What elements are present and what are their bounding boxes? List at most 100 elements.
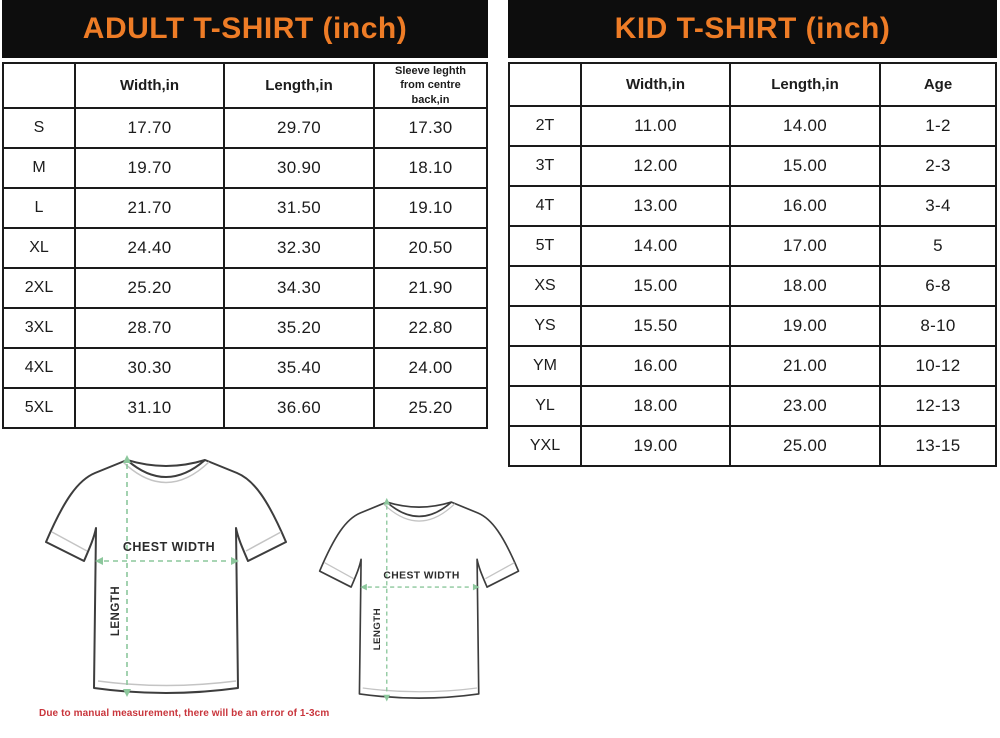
table-row: 3XL 28.70 35.20 22.80 — [2, 306, 488, 349]
left-cuff-seam — [324, 562, 354, 580]
value-cell: 35.40 — [223, 346, 375, 389]
measurement-note: Due to manual measurement, there will be… — [39, 708, 330, 719]
value-cell: 17.00 — [729, 225, 881, 267]
value-cell: 21.00 — [729, 345, 881, 387]
size-cell: YS — [508, 305, 582, 347]
value-cell: 21.70 — [74, 186, 225, 229]
adult-title-bar: ADULT T-SHIRT (inch) — [2, 0, 488, 58]
value-cell: 17.30 — [373, 106, 488, 149]
table-row: XL 24.40 32.30 20.50 — [2, 226, 488, 269]
value-cell: 21.90 — [373, 266, 488, 309]
table-row: 4T 13.00 16.00 3-4 — [508, 185, 997, 227]
value-cell: 5 — [879, 225, 997, 267]
column-header: Sleeve leghth from centre back,in — [373, 62, 488, 109]
value-cell: 15.50 — [580, 305, 731, 347]
table-row: XS 15.00 18.00 6-8 — [508, 265, 997, 307]
value-cell: 31.50 — [223, 186, 375, 229]
size-cell: M — [2, 146, 76, 189]
right-cuff-seam — [245, 531, 282, 552]
size-cell: 3XL — [2, 306, 76, 349]
arrow-right-icon — [231, 557, 239, 565]
size-cell: YXL — [508, 425, 582, 467]
value-cell: 34.30 — [223, 266, 375, 309]
size-cell: XL — [2, 226, 76, 269]
value-cell: 18.00 — [580, 385, 731, 427]
value-cell: 25.20 — [373, 386, 488, 429]
value-cell: 23.00 — [729, 385, 881, 427]
kid-title: KID T-SHIRT (inch) — [614, 12, 891, 45]
value-cell: 10-12 — [879, 345, 997, 387]
value-cell: 25.00 — [729, 425, 881, 467]
column-header: Age — [879, 62, 997, 107]
size-cell: 2T — [508, 105, 582, 147]
collar-rib-seam — [122, 461, 210, 484]
column-header: Length,in — [729, 62, 881, 107]
size-cell: 4XL — [2, 346, 76, 389]
adult-shirt-diagram: CHEST WIDTH LENGTH — [45, 455, 287, 697]
size-cell: 3T — [508, 145, 582, 187]
chest-width-label: CHEST WIDTH — [383, 571, 459, 582]
table-row: L 21.70 31.50 19.10 — [2, 186, 488, 229]
value-cell: 28.70 — [74, 306, 225, 349]
value-cell: 35.20 — [223, 306, 375, 349]
table-body: S 17.70 29.70 17.30 M 19.70 30.90 18.10 L 21.70 31… — [2, 106, 488, 429]
size-cell: 5XL — [2, 386, 76, 429]
kid-shirt-diagram: CHEST WIDTH LENGTH — [318, 497, 520, 702]
value-cell: 13.00 — [580, 185, 731, 227]
arrow-down-icon — [123, 689, 131, 697]
collar-opening — [386, 501, 452, 518]
header-row: Width,in Length,in Sleeve leghth from cent… — [2, 62, 488, 109]
value-cell: 1-2 — [879, 105, 997, 147]
value-cell: 2-3 — [879, 145, 997, 187]
value-cell: 25.20 — [74, 266, 225, 309]
table-row: 4XL 30.30 35.40 24.00 — [2, 346, 488, 389]
value-cell: 31.10 — [74, 386, 225, 429]
hem-seam — [362, 687, 478, 693]
hem-seam — [97, 680, 237, 687]
value-cell: 30.30 — [74, 346, 225, 389]
value-cell: 12-13 — [879, 385, 997, 427]
arrow-right-icon — [472, 583, 480, 591]
table-row: 5XL 31.10 36.60 25.20 — [2, 386, 488, 429]
size-cell: 4T — [508, 185, 582, 227]
arrow-down-icon — [383, 694, 391, 702]
value-cell: 19.10 — [373, 186, 488, 229]
size-cell: XS — [508, 265, 582, 307]
table-row: M 19.70 30.90 18.10 — [2, 146, 488, 189]
table-row: YXL 19.00 25.00 13-15 — [508, 425, 997, 467]
value-cell: 14.00 — [580, 225, 731, 267]
chest-width-label: CHEST WIDTH — [123, 540, 215, 554]
collar-rib-seam — [383, 503, 456, 522]
corner-cell — [2, 62, 76, 109]
tshirt-outline — [318, 501, 520, 699]
column-header: Width,in — [74, 62, 225, 109]
column-header: Width,in — [580, 62, 731, 107]
value-cell: 3-4 — [879, 185, 997, 227]
value-cell: 22.80 — [373, 306, 488, 349]
size-cell: 5T — [508, 225, 582, 267]
table-row: 5T 14.00 17.00 5 — [508, 225, 997, 267]
value-cell: 32.30 — [223, 226, 375, 269]
value-cell: 18.00 — [729, 265, 881, 307]
value-cell: 16.00 — [580, 345, 731, 387]
size-cell: YM — [508, 345, 582, 387]
table-row: S 17.70 29.70 17.30 — [2, 106, 488, 149]
arrow-up-icon — [123, 455, 131, 463]
value-cell: 17.70 — [74, 106, 225, 149]
size-cell: YL — [508, 385, 582, 427]
value-cell: 36.60 — [223, 386, 375, 429]
value-cell: 19.70 — [74, 146, 225, 189]
table-head: Width,in Length,in Age — [508, 62, 997, 107]
table-row: 2XL 25.20 34.30 21.90 — [2, 266, 488, 309]
adult-size-table: Width,in Length,in Sleeve leghth from cent… — [2, 62, 488, 429]
table-row: 3T 12.00 15.00 2-3 — [508, 145, 997, 187]
size-cell: S — [2, 106, 76, 149]
value-cell: 19.00 — [729, 305, 881, 347]
arrow-left-icon — [360, 583, 367, 591]
value-cell: 30.90 — [223, 146, 375, 189]
table-body: 2T 11.00 14.00 1-2 3T 12.00 15.00 2-3 4T 13.00 16.… — [508, 105, 997, 467]
table-row: 2T 11.00 14.00 1-2 — [508, 105, 997, 147]
value-cell: 6-8 — [879, 265, 997, 307]
value-cell: 19.00 — [580, 425, 731, 467]
